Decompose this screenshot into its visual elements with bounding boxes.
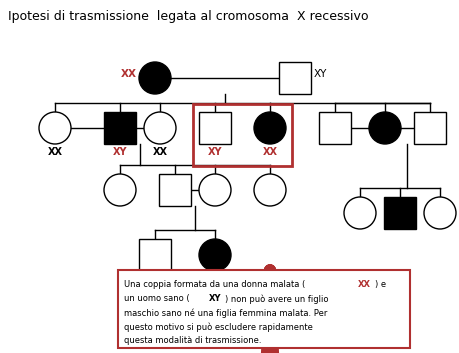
Circle shape xyxy=(343,197,375,229)
Circle shape xyxy=(423,197,455,229)
Text: Ipotesi di trasmissione  legata al cromosoma  X recessivo: Ipotesi di trasmissione legata al cromos… xyxy=(8,10,368,23)
Text: Una coppia formata da una donna malata (: Una coppia formata da una donna malata ( xyxy=(124,280,305,289)
Circle shape xyxy=(253,174,285,206)
Bar xyxy=(159,174,190,206)
Text: questo motivo si può escludere rapidamente: questo motivo si può escludere rapidamen… xyxy=(124,322,312,331)
Circle shape xyxy=(199,239,230,271)
Text: XY: XY xyxy=(207,147,222,157)
Circle shape xyxy=(139,62,171,94)
Bar xyxy=(279,62,310,94)
Circle shape xyxy=(199,174,230,206)
Text: XY: XY xyxy=(112,147,127,157)
Bar xyxy=(193,104,291,166)
Text: XY: XY xyxy=(313,69,327,79)
Text: un uomo sano (: un uomo sano ( xyxy=(124,294,189,303)
Text: questa modalità di trasmissione.: questa modalità di trasmissione. xyxy=(124,336,261,345)
Circle shape xyxy=(39,112,71,144)
Circle shape xyxy=(253,112,285,144)
Text: ) e: ) e xyxy=(374,280,385,289)
Text: XX: XX xyxy=(357,280,370,289)
Bar xyxy=(199,112,230,144)
Text: XY: XY xyxy=(208,294,221,303)
Circle shape xyxy=(368,112,400,144)
Text: XX: XX xyxy=(152,147,167,157)
Bar xyxy=(383,197,415,229)
Bar xyxy=(104,112,136,144)
Bar xyxy=(118,270,409,348)
Bar xyxy=(413,112,445,144)
Circle shape xyxy=(144,112,176,144)
Bar xyxy=(139,239,171,271)
Text: XX: XX xyxy=(121,69,137,79)
Circle shape xyxy=(104,174,136,206)
Text: XX: XX xyxy=(262,147,277,157)
Text: ) non può avere un figlio: ) non può avere un figlio xyxy=(224,294,328,304)
Text: maschio sano né una figlia femmina malata. Per: maschio sano né una figlia femmina malat… xyxy=(124,308,327,317)
Bar xyxy=(318,112,350,144)
Text: XX: XX xyxy=(47,147,62,157)
